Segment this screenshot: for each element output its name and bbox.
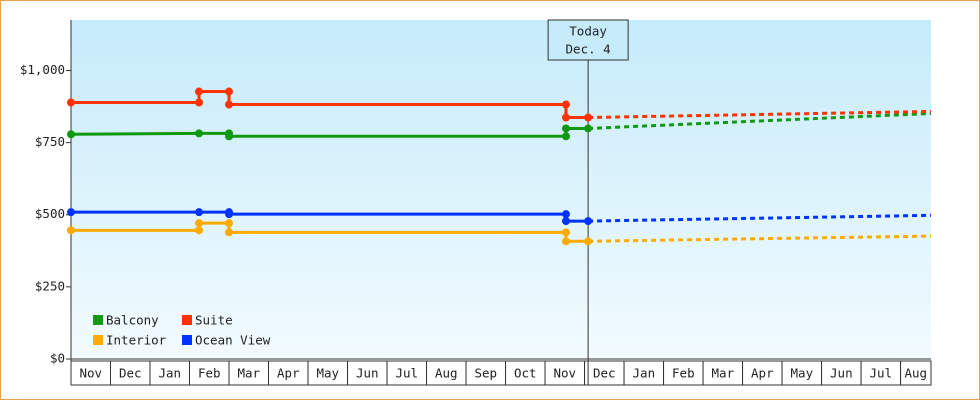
point <box>561 132 570 141</box>
x-tick-label: Oct <box>514 366 537 381</box>
x-tick-label: Aug <box>905 366 928 381</box>
x-tick-box <box>110 360 151 386</box>
point <box>194 98 203 107</box>
x-tick-box <box>702 360 744 386</box>
x-tick-label: Nov <box>79 366 102 381</box>
x-tick-label: Dec <box>593 366 616 381</box>
y-tick-label: $0 <box>50 351 65 366</box>
point <box>225 210 234 219</box>
x-tick-label: Sep <box>475 366 498 381</box>
today-label: Today <box>569 24 607 39</box>
point <box>67 130 75 139</box>
x-tick-label: Dec <box>119 366 142 381</box>
legend-swatch <box>93 335 103 345</box>
legend-swatch <box>182 315 192 325</box>
point <box>561 217 570 226</box>
x-tick-label: Aug <box>435 366 458 381</box>
forecast-line <box>588 234 932 243</box>
point <box>194 208 203 217</box>
forecast-line <box>588 111 932 130</box>
point <box>194 129 203 138</box>
x-tick-label: Apr <box>751 366 774 381</box>
today-box <box>547 19 629 61</box>
x-tick-box <box>742 360 783 386</box>
x-tick-label: Mar <box>712 366 735 381</box>
x-tick-box <box>347 360 388 386</box>
x-tick-label: Jan <box>633 366 656 381</box>
point <box>67 226 75 235</box>
x-tick-label: Jun <box>356 366 379 381</box>
x-tick-box <box>505 360 546 386</box>
point <box>67 98 75 107</box>
x-tick-box <box>623 360 665 386</box>
legend-label: Interior <box>106 333 167 348</box>
x-tick-label: Mar <box>237 366 260 381</box>
x-tick-box <box>860 360 902 386</box>
point <box>225 228 234 237</box>
x-tick-label: Feb <box>198 366 221 381</box>
point <box>194 87 203 96</box>
y-tick-label: $750 <box>35 134 65 149</box>
x-tick-label: Nov <box>554 366 577 381</box>
plot-area <box>71 20 931 359</box>
x-tick-label: May <box>316 366 339 381</box>
x-tick-box <box>426 360 467 386</box>
point <box>561 237 570 246</box>
legend-swatch <box>182 335 192 345</box>
point <box>225 100 234 109</box>
today-label: Dec. 4 <box>566 42 611 57</box>
y-tick-label: $250 <box>35 278 65 293</box>
forecast-line <box>588 109 932 120</box>
point <box>561 113 570 122</box>
x-tick-box <box>821 360 862 386</box>
point <box>225 87 234 96</box>
point <box>194 226 203 235</box>
x-tick-label: Jul <box>870 366 893 381</box>
x-tick-label: Jul <box>395 366 418 381</box>
x-tick-box <box>584 360 625 386</box>
point <box>194 219 203 228</box>
point <box>561 124 570 133</box>
point <box>561 210 570 219</box>
point <box>561 100 570 109</box>
point <box>225 219 234 228</box>
x-tick-box <box>268 360 309 386</box>
forecast-line <box>588 213 932 223</box>
point <box>67 208 75 217</box>
point <box>561 228 570 237</box>
y-tick-label: $500 <box>35 206 65 221</box>
legend-label: Balcony <box>106 313 159 328</box>
y-tick-label: $1,000 <box>20 62 65 77</box>
legend-label: Suite <box>195 313 233 328</box>
x-tick-box <box>900 360 932 386</box>
x-tick-box <box>781 360 823 386</box>
x-tick-label: May <box>791 366 814 381</box>
legend-label: Ocean View <box>195 333 271 348</box>
x-tick-box <box>189 360 230 386</box>
x-tick-label: Jan <box>158 366 181 381</box>
x-tick-label: Feb <box>672 366 695 381</box>
x-tick-label: Apr <box>277 366 300 381</box>
point <box>225 132 234 141</box>
legend-swatch <box>93 315 103 325</box>
x-tick-label: Jun <box>830 366 853 381</box>
